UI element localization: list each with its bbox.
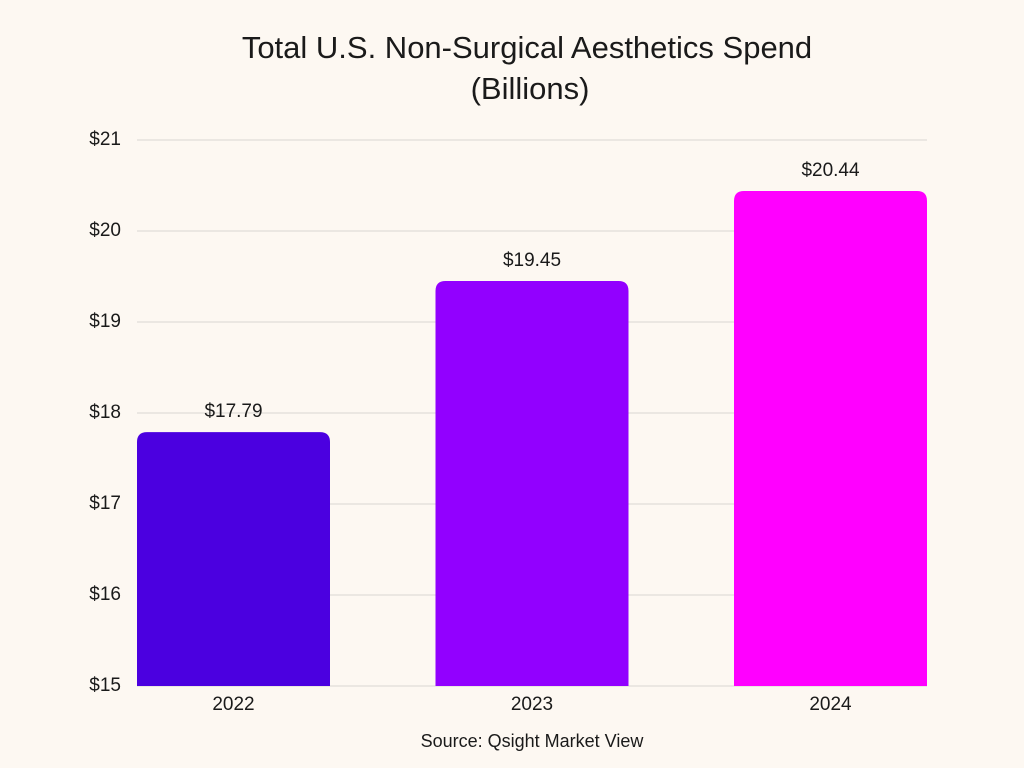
chart-title: Total U.S. Non-Surgical Aesthetics Spend [242, 30, 812, 65]
x-tick-label: 2022 [212, 694, 254, 715]
value-label: $19.45 [503, 250, 561, 271]
chart-title: (Billions) [471, 71, 590, 106]
y-tick-label: $17 [89, 493, 121, 514]
y-tick-label: $15 [89, 675, 121, 696]
source-note: Source: Qsight Market View [421, 731, 645, 751]
value-label: $20.44 [801, 160, 860, 181]
y-tick-label: $19 [89, 311, 121, 332]
x-tick-label: 2024 [809, 694, 852, 715]
y-tick-label: $18 [89, 402, 121, 423]
bar [435, 281, 629, 686]
y-tick-label: $21 [89, 129, 121, 150]
x-tick-label: 2023 [511, 694, 553, 715]
y-tick-label: $20 [89, 220, 121, 241]
y-tick-label: $16 [89, 584, 121, 605]
bar [734, 190, 927, 686]
value-label: $17.79 [204, 401, 262, 422]
bar [137, 432, 330, 686]
